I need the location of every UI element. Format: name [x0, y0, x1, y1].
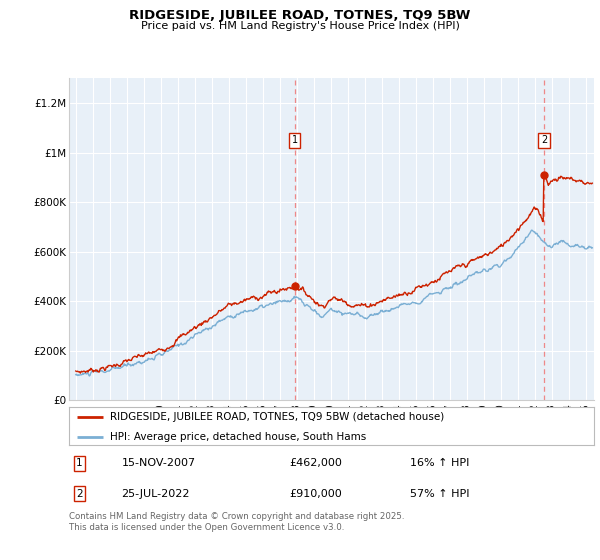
Text: RIDGESIDE, JUBILEE ROAD, TOTNES, TQ9 5BW: RIDGESIDE, JUBILEE ROAD, TOTNES, TQ9 5BW [130, 9, 470, 22]
Text: HPI: Average price, detached house, South Hams: HPI: Average price, detached house, Sout… [110, 432, 366, 442]
Text: 25-JUL-2022: 25-JUL-2022 [121, 489, 190, 499]
Text: 1: 1 [292, 136, 298, 146]
Text: £910,000: £910,000 [290, 489, 342, 499]
Text: 57% ↑ HPI: 57% ↑ HPI [410, 489, 470, 499]
Text: Price paid vs. HM Land Registry's House Price Index (HPI): Price paid vs. HM Land Registry's House … [140, 21, 460, 31]
Text: £462,000: £462,000 [290, 458, 343, 468]
Text: RIDGESIDE, JUBILEE ROAD, TOTNES, TQ9 5BW (detached house): RIDGESIDE, JUBILEE ROAD, TOTNES, TQ9 5BW… [110, 412, 444, 422]
Text: 15-NOV-2007: 15-NOV-2007 [121, 458, 196, 468]
Text: 16% ↑ HPI: 16% ↑ HPI [410, 458, 470, 468]
Text: Contains HM Land Registry data © Crown copyright and database right 2025.
This d: Contains HM Land Registry data © Crown c… [69, 512, 404, 532]
Text: 1: 1 [76, 458, 83, 468]
Text: 2: 2 [76, 489, 83, 499]
Text: 2: 2 [541, 136, 547, 146]
